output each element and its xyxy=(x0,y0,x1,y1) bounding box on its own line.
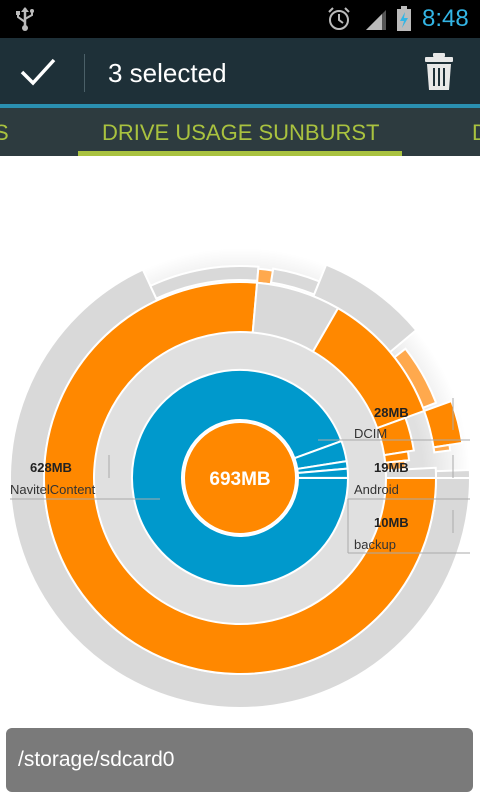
sunburst-center[interactable] xyxy=(183,421,297,535)
segment-size-navitelcontent: 628MB xyxy=(30,460,72,475)
sunburst-arc-outer-android[interactable] xyxy=(432,443,452,454)
segment-size-dcim: 28MB xyxy=(374,405,409,420)
segment-name-dcim: DCIM xyxy=(354,426,387,441)
tab-next[interactable]: D xyxy=(472,120,480,145)
center-total-label: 693MB xyxy=(209,469,270,490)
current-path: /storage/sdcard0 xyxy=(18,748,175,771)
alarm-icon xyxy=(328,7,350,30)
segment-name-android: Android xyxy=(354,482,399,497)
sunburst-arcs xyxy=(9,263,472,709)
selection-title: 3 selected xyxy=(108,58,227,88)
segment-name-navitelcontent: NavitelContent xyxy=(10,482,96,497)
segment-size-android: 19MB xyxy=(374,460,409,475)
battery-charging-icon xyxy=(397,6,411,31)
sunburst-chart[interactable]: 693MB 628MB NavitelContent 28MB DCIM 19M… xyxy=(0,156,480,716)
sunburst-arc-ring2-navitel[interactable] xyxy=(43,281,438,675)
action-divider xyxy=(84,54,85,92)
signal-icon xyxy=(366,10,386,30)
segment-size-backup: 10MB xyxy=(374,515,409,530)
usb-icon xyxy=(16,7,34,31)
tab-previous[interactable]: S xyxy=(0,120,9,145)
status-bar: 8:48 xyxy=(0,0,480,38)
tab-strip: S DRIVE USAGE SUNBURST D xyxy=(0,108,480,156)
tab-drive-usage-sunburst[interactable]: DRIVE USAGE SUNBURST xyxy=(102,120,380,145)
tab-indicator xyxy=(78,151,402,156)
sunburst-arc-ring1-main[interactable] xyxy=(131,369,350,587)
contextual-action-bar: 3 selected xyxy=(0,38,480,108)
leader-lines xyxy=(10,398,470,554)
sunburst-arc-ring2-free-2[interactable] xyxy=(384,466,438,479)
trash-icon[interactable] xyxy=(424,52,454,92)
sunburst-arc-ring1-backup[interactable] xyxy=(296,467,350,479)
status-clock: 8:48 xyxy=(422,5,469,32)
check-icon[interactable] xyxy=(18,54,58,90)
segment-name-backup: backup xyxy=(354,537,396,552)
path-bar[interactable]: /storage/sdcard0 xyxy=(6,728,473,792)
